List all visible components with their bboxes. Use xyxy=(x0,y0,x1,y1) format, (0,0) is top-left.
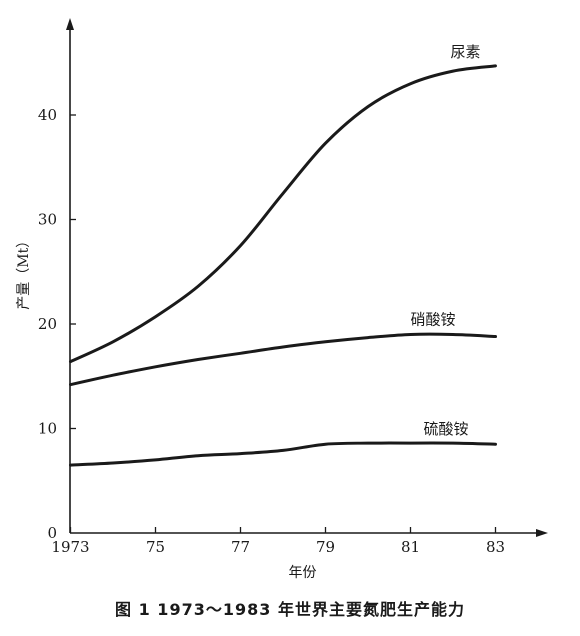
series-label-ammonium-nitrate: 硝酸铵 xyxy=(411,311,456,329)
series-label-urea: 尿素 xyxy=(451,43,481,61)
y-tick-label: 10 xyxy=(38,420,57,438)
series-line-urea xyxy=(69,64,497,364)
y-tick-label: 40 xyxy=(38,106,57,124)
x-tick-label: 79 xyxy=(316,538,335,556)
y-tick-label: 30 xyxy=(38,211,57,229)
x-axis-arrow xyxy=(536,529,548,537)
chart-area: 0 10 20 30 40 1973 75 77 79 81 83 尿素 硝酸铵 硫酸铵 产量（Mt） … xyxy=(16,18,548,581)
y-tick-label: 20 xyxy=(38,315,57,333)
x-tick-label: 81 xyxy=(401,538,420,556)
ticks: 0 10 20 30 40 1973 75 77 79 81 83 xyxy=(38,106,505,556)
series-line-ammonium-sulfate xyxy=(69,441,497,467)
series-label-ammonium-sulfate: 硫酸铵 xyxy=(424,420,469,438)
series-lines xyxy=(69,64,497,467)
axes xyxy=(66,18,548,537)
x-tick-label: 83 xyxy=(486,538,505,556)
y-tick-label: 0 xyxy=(47,524,57,542)
figure-caption: 图 1 1973～1983 年世界主要氮肥生产能力 xyxy=(115,600,465,619)
series-line-ammonium-nitrate xyxy=(69,332,497,387)
x-tick-label: 1973 xyxy=(51,538,89,556)
y-axis-title: 产量（Mt） xyxy=(16,234,32,310)
y-axis-arrow xyxy=(66,18,74,30)
x-axis-title: 年份 xyxy=(289,565,317,581)
x-tick-label: 77 xyxy=(231,538,250,556)
x-tick-label: 75 xyxy=(146,538,165,556)
